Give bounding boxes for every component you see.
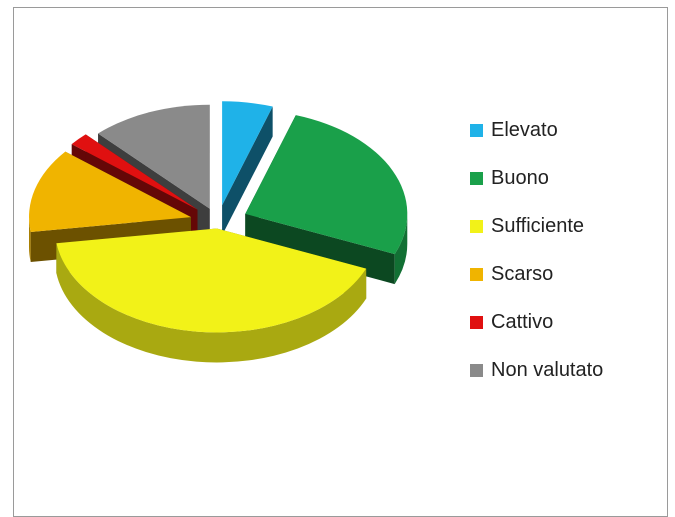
legend-swatch — [470, 219, 483, 233]
slice-side-wall — [222, 106, 273, 236]
legend-item-scarso: Scarso — [470, 262, 670, 286]
legend-item-non-valutato: Non valutato — [470, 358, 670, 382]
slice-top-face — [71, 134, 198, 210]
slice-outer-wall — [29, 217, 31, 262]
legend: Elevato Buono Sufficiente Scarso Cattivo… — [470, 118, 670, 406]
legend-label: Sufficiente — [491, 214, 585, 237]
slice-top-face — [222, 101, 273, 206]
legend-item-cattivo: Cattivo — [470, 310, 670, 334]
legend-label: Cattivo — [491, 310, 554, 333]
legend-swatch — [470, 363, 483, 377]
legend-label: Scarso — [491, 262, 554, 285]
legend-item-buono: Buono — [470, 166, 670, 190]
legend-label: Elevato — [491, 118, 558, 141]
legend-item-elevato: Elevato — [470, 118, 670, 142]
legend-swatch — [470, 123, 483, 137]
slice-outer-wall — [56, 243, 367, 363]
slice-outer-wall — [394, 213, 408, 285]
slice-top-face — [245, 115, 408, 255]
pie-slice-sufficiente — [56, 228, 367, 363]
legend-swatch — [470, 267, 483, 281]
slice-top-face — [56, 228, 367, 333]
slice-top-face — [98, 104, 210, 209]
pie-slice-elevato — [222, 101, 273, 236]
slice-top-face — [29, 151, 192, 232]
legend-item-sufficiente: Sufficiente — [470, 214, 670, 238]
legend-swatch — [470, 171, 483, 185]
legend-label: Non valutato — [491, 358, 604, 381]
legend-label: Buono — [491, 166, 549, 189]
legend-swatch — [470, 315, 483, 329]
